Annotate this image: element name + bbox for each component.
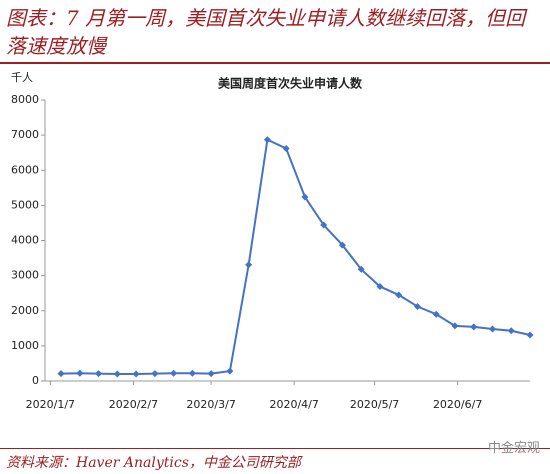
y-tick-label: 0 [32,374,39,387]
y-tick-label: 6000 [11,163,39,176]
chart: 美国周度首次失业申请人数 千人 0 1000 2000 3000 4000 5000 600… [11,71,534,411]
marker [282,144,290,152]
marker [320,221,328,229]
marker [57,370,65,378]
source: 资料来源：Haver Analytics，中金公司研究部 [6,455,301,471]
marker [301,193,309,201]
watermark: 中金宏观 [487,441,540,456]
header-rule [0,62,550,64]
x-tick-label: 2020/6/7 [433,398,482,411]
y-tick-label: 1000 [11,339,39,352]
x-tick-label: 2020/5/7 [350,398,399,411]
marker [113,370,121,378]
marker [151,370,159,378]
line-series [61,138,531,375]
y-tick-label: 4000 [11,234,39,247]
marker [376,283,384,291]
marker [470,323,478,331]
marker [226,367,234,375]
y-axis-label: 千人 [11,71,33,84]
marker [432,310,440,318]
marker [76,369,84,377]
marker [507,327,515,335]
x-tick-label: 2020/2/7 [109,398,158,411]
y-tick-label: 7000 [11,128,39,141]
x-tick-label: 2020/3/7 [186,398,235,411]
marker [132,370,140,378]
marker [188,369,196,377]
marker [395,291,403,299]
chart-title: 美国周度首次失业申请人数 [218,76,363,91]
marker [413,303,421,311]
y-tick-label: 8000 [11,93,39,106]
marker [488,325,496,333]
footer-rule [0,448,550,449]
marker [245,261,253,269]
marker [263,136,271,144]
marker [451,322,459,330]
marker [357,265,365,273]
marker [207,370,215,378]
marker [95,370,103,378]
marker [338,241,346,249]
y-tick-label: 2000 [11,304,39,317]
x-tick-label: 2020/1/7 [26,398,75,411]
y-tick-label: 3000 [11,269,39,282]
header-title: 图表：7 月第一周，美国首次失业申请人数继续回落，但回落速度放慢 [6,6,526,58]
marker [526,331,534,339]
y-tick-label: 5000 [11,198,39,211]
marker [170,369,178,377]
x-tick-label: 2020/4/7 [269,398,318,411]
